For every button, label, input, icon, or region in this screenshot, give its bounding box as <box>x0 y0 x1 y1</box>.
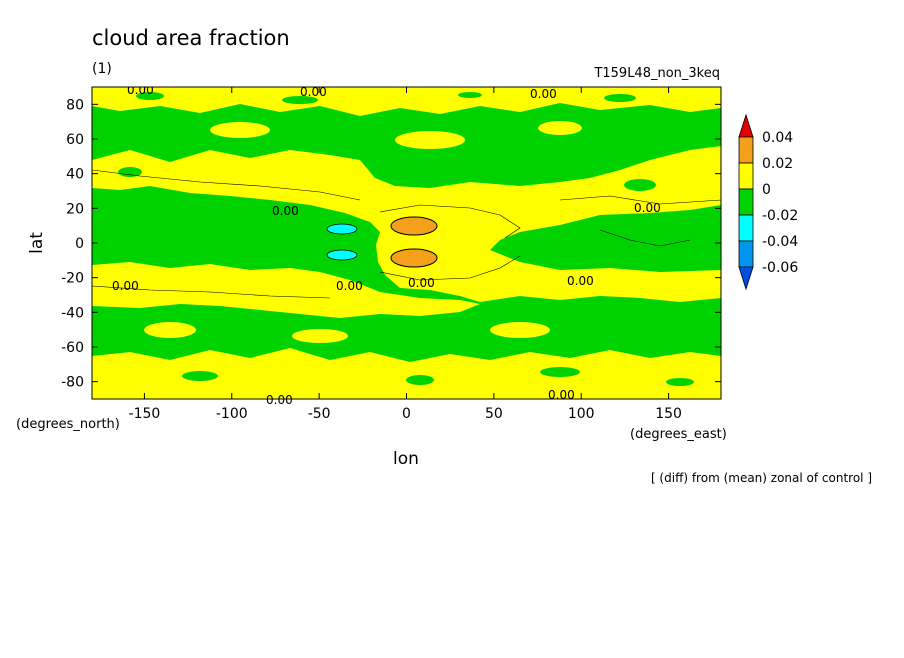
contour-label: 0.00 <box>548 388 575 402</box>
contour-lines <box>92 169 721 299</box>
x-unit-label: (degrees_east) <box>630 427 727 442</box>
contour-label: 0.00 <box>530 87 557 101</box>
region-sh-subtropical-positive <box>92 262 480 318</box>
colorbar-swatch <box>738 266 754 291</box>
colorbar-label: 0.02 <box>762 156 793 172</box>
max-north <box>390 216 438 236</box>
colorbar-swatch <box>738 188 754 216</box>
x-tick-label: 100 <box>568 406 595 422</box>
contour-label: 0.00 <box>336 279 363 293</box>
x-tick-label: -150 <box>129 406 161 422</box>
colorbar-swatch <box>738 113 754 138</box>
contour-label: 0.00 <box>127 83 154 97</box>
y-tick-label: -60 <box>61 340 84 356</box>
y-axis: 80 60 40 20 0 -20 -40 -60 -80 <box>61 97 721 391</box>
colorbar: 0.04 0.02 0 -0.02 -0.04 -0.06 <box>738 113 798 291</box>
contour-label: 0.00 <box>300 85 327 99</box>
contour-label: 0.00 <box>634 201 661 215</box>
y-tick-label: 80 <box>66 97 84 113</box>
max-south <box>390 248 438 268</box>
chart-title: cloud area fraction <box>92 26 290 50</box>
x-tick-label: 0 <box>402 406 411 422</box>
colorbar-swatch <box>738 136 754 164</box>
colorbar-label: -0.02 <box>762 208 798 224</box>
x-tick-label: -100 <box>216 406 248 422</box>
colorbar-swatch <box>738 162 754 190</box>
speckles-green <box>118 92 694 386</box>
y-axis-label: lat <box>27 232 47 254</box>
x-tick-label: -50 <box>308 406 331 422</box>
chart-subtitle: (1) <box>92 61 112 77</box>
y-tick-label: 60 <box>66 132 84 148</box>
contour-label: 0.00 <box>567 274 594 288</box>
y-tick-label: 0 <box>75 236 84 252</box>
region-north-polar-positive <box>92 87 721 116</box>
x-tick-label: 150 <box>655 406 682 422</box>
contour-label: 0.00 <box>408 276 435 290</box>
x-tick-label: 50 <box>485 406 503 422</box>
y-unit-label: (degrees_north) <box>16 417 120 432</box>
y-tick-label: -40 <box>61 305 84 321</box>
colorbar-label: 0.04 <box>762 130 793 146</box>
colorbar-label: -0.06 <box>762 260 798 276</box>
region-south-polar-positive <box>92 348 721 399</box>
colorbar-swatch <box>738 214 754 242</box>
colorbar-label: -0.04 <box>762 234 798 250</box>
contour-label: 0.00 <box>272 204 299 218</box>
note-label: [ (diff) from (mean) zonal of control ] <box>651 471 872 485</box>
x-axis-label: lon <box>393 449 419 469</box>
colorbar-label: 0 <box>762 182 771 198</box>
colorbar-swatch <box>738 240 754 268</box>
min-north <box>326 223 358 235</box>
min-south <box>326 249 358 261</box>
contour-label: 0.00 <box>112 279 139 293</box>
speckles-yellow <box>144 121 582 343</box>
x-axis: -150 -100 -50 0 50 100 150 <box>129 87 682 422</box>
y-tick-label: -80 <box>61 375 84 391</box>
run-label: T159L48_non_3keq <box>593 66 720 81</box>
y-tick-label: 40 <box>66 167 84 183</box>
y-tick-label: 20 <box>66 201 84 217</box>
contour-labels: 0.00 0.00 0.00 0.00 0.00 0.00 0.00 0.00 … <box>112 83 661 402</box>
plot-area: 0.00 0.00 0.00 0.00 0.00 0.00 0.00 0.00 … <box>92 83 721 402</box>
y-tick-label: -20 <box>61 271 84 287</box>
contour-label: 0.00 <box>266 393 293 407</box>
